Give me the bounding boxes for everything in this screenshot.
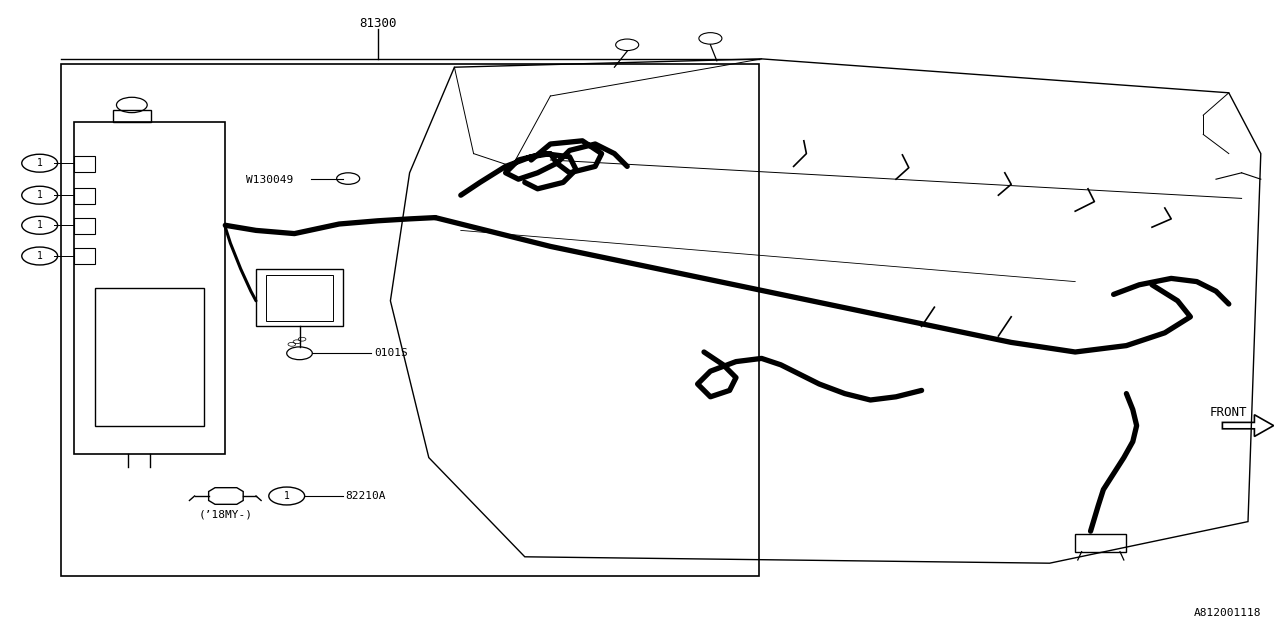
Bar bbox=[74, 248, 95, 264]
Text: 1: 1 bbox=[37, 158, 42, 168]
Text: W130049: W130049 bbox=[246, 175, 293, 186]
Bar bbox=[74, 218, 95, 234]
Bar bbox=[74, 156, 95, 172]
Text: 1: 1 bbox=[284, 491, 289, 501]
Text: 1: 1 bbox=[37, 190, 42, 200]
Text: 1: 1 bbox=[37, 220, 42, 230]
Bar bbox=[1075, 534, 1126, 552]
Bar bbox=[95, 288, 204, 426]
Bar bbox=[113, 110, 151, 122]
Text: 1: 1 bbox=[37, 251, 42, 261]
Text: A812001118: A812001118 bbox=[1193, 608, 1261, 618]
Text: 0101S: 0101S bbox=[374, 348, 407, 358]
Text: (’18MY-): (’18MY-) bbox=[198, 509, 252, 520]
Bar bbox=[256, 269, 343, 326]
Bar bbox=[61, 64, 759, 576]
Text: 82210A: 82210A bbox=[346, 491, 387, 501]
Text: FRONT: FRONT bbox=[1210, 406, 1247, 419]
Text: 81300: 81300 bbox=[358, 17, 397, 30]
Bar bbox=[266, 275, 333, 321]
Bar bbox=[74, 122, 225, 454]
Bar bbox=[74, 188, 95, 204]
